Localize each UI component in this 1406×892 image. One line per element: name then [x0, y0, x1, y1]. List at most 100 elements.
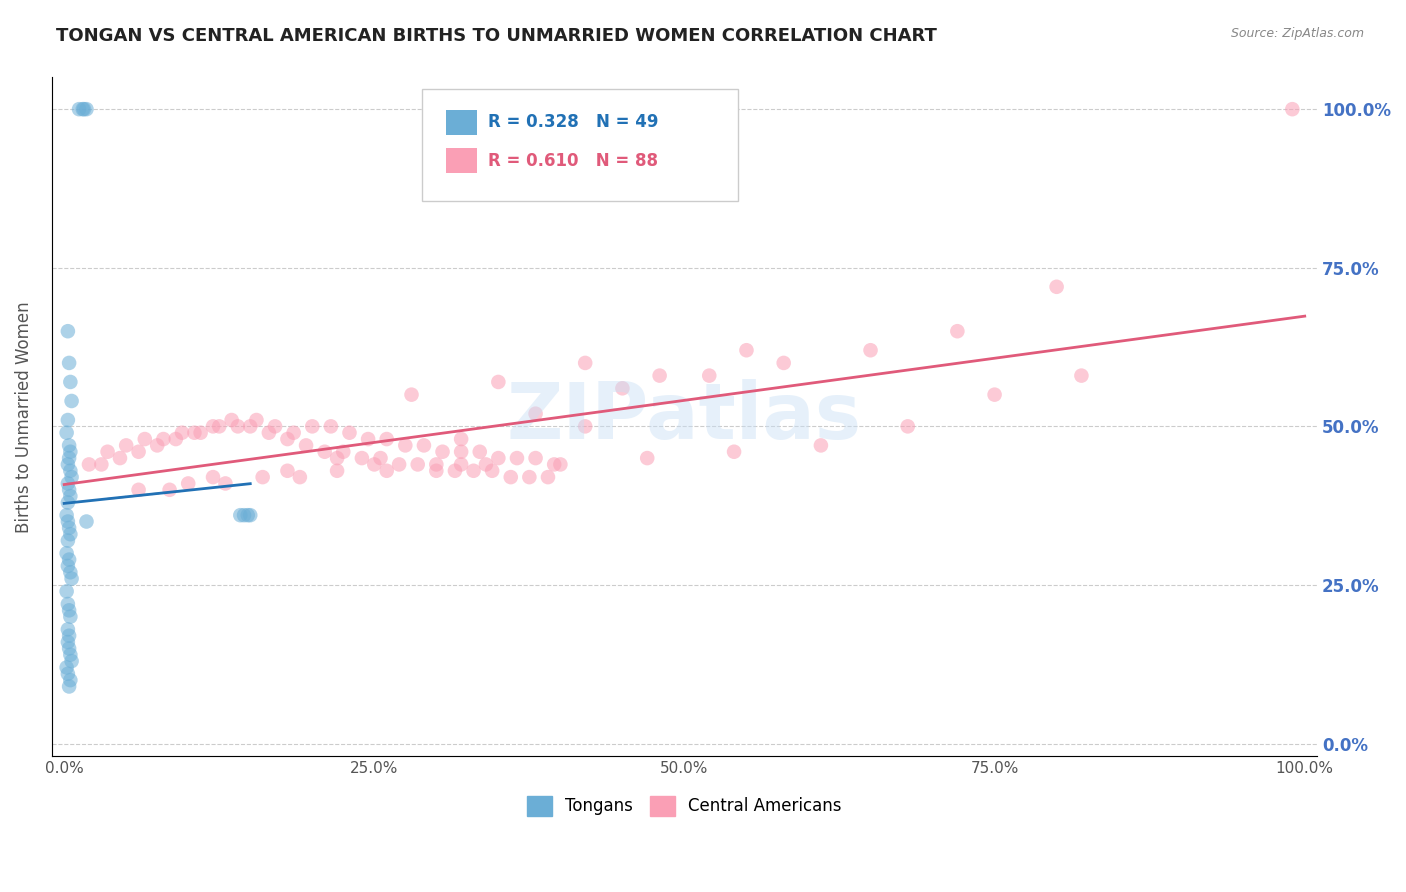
Point: [221, 413, 243, 427]
Point: [1046, 280, 1069, 294]
Point: [59, 673, 82, 687]
Y-axis label: Births to Unmarried Women: Births to Unmarried Women: [15, 301, 32, 533]
Point: [190, 425, 212, 440]
Point: [524, 407, 547, 421]
Point: [58, 629, 80, 643]
Text: ZIPatlas: ZIPatlas: [508, 379, 862, 455]
Point: [257, 425, 280, 440]
Point: [897, 419, 920, 434]
Point: [486, 375, 509, 389]
Text: R = 0.610   N = 88: R = 0.610 N = 88: [488, 152, 658, 169]
Point: [60, 654, 83, 668]
Point: [432, 444, 454, 458]
Point: [810, 438, 832, 452]
Text: R = 0.328   N = 49: R = 0.328 N = 49: [488, 113, 658, 131]
Text: Source: ZipAtlas.com: Source: ZipAtlas.com: [1230, 27, 1364, 40]
Point: [165, 432, 187, 446]
Point: [56, 476, 79, 491]
Point: [245, 413, 267, 427]
Point: [115, 438, 138, 452]
Point: [229, 508, 252, 523]
Point: [339, 425, 361, 440]
Point: [370, 451, 392, 466]
Point: [301, 419, 323, 434]
Text: TONGAN VS CENTRAL AMERICAN BIRTHS TO UNMARRIED WOMEN CORRELATION CHART: TONGAN VS CENTRAL AMERICAN BIRTHS TO UNM…: [56, 27, 938, 45]
Point: [73, 102, 96, 116]
Point: [319, 419, 342, 434]
Point: [58, 483, 80, 497]
Point: [56, 623, 79, 637]
Point: [59, 566, 82, 580]
Point: [59, 527, 82, 541]
Point: [295, 438, 318, 452]
Point: [506, 451, 529, 466]
Point: [486, 451, 509, 466]
Point: [499, 470, 522, 484]
Point: [648, 368, 671, 383]
Point: [59, 464, 82, 478]
Point: [97, 444, 120, 458]
Point: [276, 432, 298, 446]
Point: [468, 444, 491, 458]
Point: [735, 343, 758, 358]
Point: [314, 444, 336, 458]
Legend: Tongans, Central Americans: Tongans, Central Americans: [520, 789, 848, 822]
Point: [574, 419, 596, 434]
Point: [58, 451, 80, 466]
Point: [859, 343, 882, 358]
Point: [72, 102, 94, 116]
Point: [56, 635, 79, 649]
Point: [413, 438, 436, 452]
Point: [59, 489, 82, 503]
Point: [108, 451, 131, 466]
Point: [55, 546, 77, 560]
Point: [56, 495, 79, 509]
Point: [60, 470, 83, 484]
Point: [406, 458, 429, 472]
Point: [59, 609, 82, 624]
Point: [481, 464, 503, 478]
Point: [276, 464, 298, 478]
Point: [236, 508, 259, 523]
Point: [475, 458, 498, 472]
Point: [772, 356, 794, 370]
Point: [357, 432, 380, 446]
Point: [363, 458, 385, 472]
Point: [183, 425, 205, 440]
Point: [56, 515, 79, 529]
Point: [239, 419, 262, 434]
Point: [537, 470, 560, 484]
Point: [152, 432, 174, 446]
Point: [375, 432, 398, 446]
Point: [388, 458, 411, 472]
Point: [55, 584, 77, 599]
Point: [612, 381, 634, 395]
Point: [58, 603, 80, 617]
Point: [444, 464, 467, 478]
Point: [350, 451, 373, 466]
Point: [425, 458, 447, 472]
Point: [56, 666, 79, 681]
Point: [519, 470, 541, 484]
Point: [55, 508, 77, 523]
Point: [283, 425, 305, 440]
Point: [56, 458, 79, 472]
Point: [326, 464, 349, 478]
Point: [128, 483, 150, 497]
Point: [58, 356, 80, 370]
Point: [401, 387, 423, 401]
Point: [524, 451, 547, 466]
Point: [450, 432, 472, 446]
Point: [697, 368, 720, 383]
Point: [58, 552, 80, 566]
Point: [332, 444, 354, 458]
Point: [58, 641, 80, 656]
Point: [394, 438, 416, 452]
Point: [946, 324, 969, 338]
Point: [177, 476, 200, 491]
Point: [1281, 102, 1303, 116]
Point: [159, 483, 181, 497]
Point: [252, 470, 274, 484]
Point: [723, 444, 745, 458]
Point: [59, 648, 82, 662]
